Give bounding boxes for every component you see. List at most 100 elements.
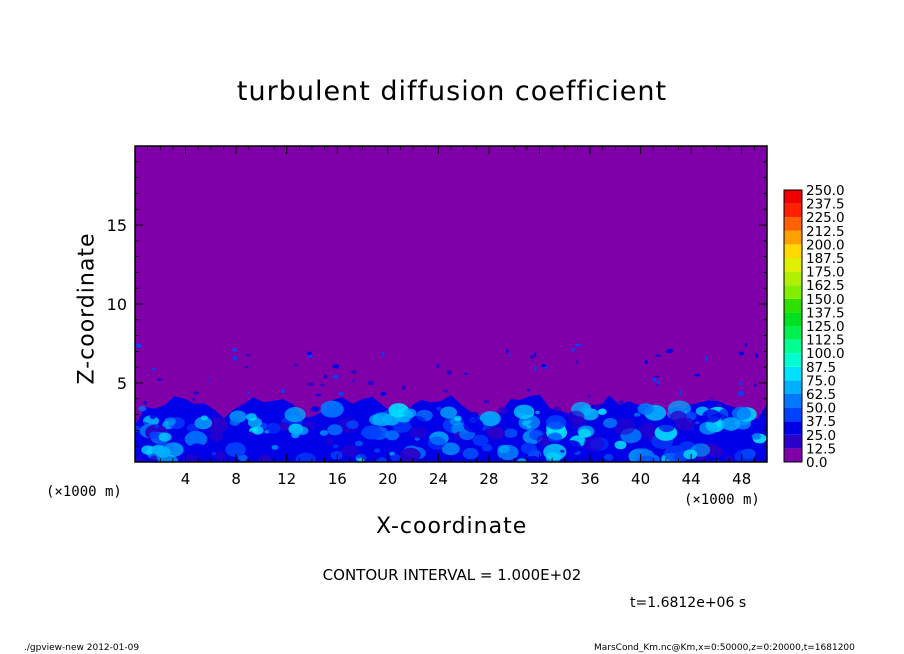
isolated-cell bbox=[281, 389, 285, 394]
turbulent-eddy bbox=[400, 447, 421, 462]
turbulent-eddy bbox=[265, 422, 281, 434]
turbulent-eddy bbox=[374, 448, 381, 453]
isolated-cell bbox=[576, 359, 579, 365]
colorbar-segment bbox=[784, 448, 802, 462]
turbulent-eddy bbox=[545, 415, 567, 430]
turbulent-eddy bbox=[751, 433, 762, 440]
colorbar-segment bbox=[784, 366, 802, 381]
isolated-cell bbox=[367, 380, 375, 386]
turbulent-eddy bbox=[206, 417, 229, 433]
isolated-cell bbox=[653, 375, 661, 378]
turbulent-eddy bbox=[597, 408, 607, 415]
isolated-cell bbox=[442, 389, 449, 393]
turbulent-eddy bbox=[526, 425, 532, 429]
colorbar-segment bbox=[784, 394, 802, 408]
isolated-cell bbox=[320, 383, 325, 387]
turbulent-eddy bbox=[487, 426, 505, 440]
turbulent-eddy bbox=[295, 452, 316, 462]
isolated-cell bbox=[446, 370, 452, 375]
turbulent-eddy bbox=[658, 420, 675, 433]
colorbar-label: 200.0 bbox=[806, 237, 845, 253]
turbulent-eddy bbox=[184, 453, 199, 462]
turbulent-eddy bbox=[664, 445, 688, 462]
turbulent-eddy bbox=[441, 442, 460, 456]
isolated-cell bbox=[644, 360, 648, 365]
isolated-cell bbox=[232, 356, 238, 361]
isolated-cell bbox=[534, 352, 537, 358]
colorbar-label: 137.5 bbox=[806, 305, 845, 321]
turbulent-eddy bbox=[535, 410, 540, 415]
turbulent-eddy bbox=[164, 417, 176, 426]
colorbar-segment bbox=[784, 434, 802, 449]
isolated-cell bbox=[436, 363, 440, 369]
turbulent-eddy bbox=[683, 449, 698, 460]
colorbar-segment bbox=[784, 421, 802, 435]
isolated-cell bbox=[526, 388, 530, 392]
turbulent-eddy bbox=[479, 411, 501, 427]
colorbar-label: 125.0 bbox=[806, 319, 845, 335]
y-axis: 5 10 15 bbox=[107, 161, 767, 447]
colorbar: 0.012.525.037.550.062.575.087.5100.0112.… bbox=[783, 183, 845, 471]
colorbar-label: 150.0 bbox=[806, 292, 845, 308]
colorbar-segment bbox=[784, 190, 802, 204]
turbulent-eddy bbox=[603, 453, 614, 461]
turbulent-eddy bbox=[721, 417, 741, 431]
isolated-cell bbox=[207, 378, 210, 381]
isolated-cell bbox=[738, 351, 744, 356]
turbulent-eddy bbox=[695, 421, 700, 425]
x-tick-label: 40 bbox=[631, 470, 650, 488]
isolated-cell bbox=[705, 356, 709, 362]
isolated-cell bbox=[530, 355, 534, 359]
turbulent-eddy bbox=[291, 432, 300, 439]
x-tick-label: 12 bbox=[277, 470, 296, 488]
turbulent-eddy bbox=[135, 457, 144, 462]
isolated-cell bbox=[307, 382, 314, 387]
colorbar-label: 50.0 bbox=[806, 401, 836, 417]
colorbar-segment bbox=[784, 217, 802, 231]
colorbar-label: 212.5 bbox=[806, 224, 845, 240]
isolated-cell bbox=[294, 363, 299, 367]
colorbar-segment bbox=[784, 326, 802, 340]
isolated-cell bbox=[244, 365, 249, 369]
x-tick-label: 28 bbox=[479, 470, 498, 488]
colorbar-segment bbox=[784, 258, 802, 272]
isolated-cell bbox=[143, 400, 147, 405]
turbulent-eddy bbox=[463, 417, 484, 433]
turbulent-eddy bbox=[513, 404, 535, 420]
isolated-cell bbox=[744, 342, 748, 347]
isolated-cell bbox=[656, 380, 660, 385]
turbulent-eddy bbox=[332, 444, 339, 449]
isolated-cell bbox=[192, 391, 200, 395]
colorbar-segment bbox=[784, 285, 802, 299]
turbulent-eddy bbox=[296, 426, 309, 436]
turbulent-eddy bbox=[354, 453, 363, 459]
isolated-cell bbox=[152, 367, 156, 371]
colorbar-label: 62.5 bbox=[806, 387, 836, 403]
turbulent-eddy bbox=[214, 451, 227, 461]
turbulent-eddy bbox=[141, 445, 155, 455]
colorbar-label: 100.0 bbox=[806, 346, 845, 362]
turbulent-eddy bbox=[583, 436, 605, 452]
x-tick-label: 24 bbox=[429, 470, 448, 488]
turbulent-eddy bbox=[209, 431, 224, 442]
turbulent-eddy bbox=[403, 408, 417, 418]
turbulent-eddy bbox=[149, 431, 161, 440]
turbulent-eddy bbox=[330, 451, 343, 460]
colorbar-segment bbox=[784, 407, 802, 422]
y-tick-label: 5 bbox=[117, 374, 127, 393]
turbulent-eddy bbox=[562, 440, 582, 454]
turbulent-eddy bbox=[462, 447, 479, 460]
turbulent-eddy bbox=[284, 407, 306, 423]
turbulent-eddy bbox=[635, 415, 641, 420]
turbulent-eddy bbox=[229, 418, 240, 426]
colorbar-segment bbox=[784, 271, 802, 286]
turbulent-eddy bbox=[504, 428, 518, 439]
turbulent-eddy bbox=[319, 430, 328, 436]
isolated-cell bbox=[618, 400, 624, 404]
footer-right: MarsCond_Km.nc@Km,x=0:50000,z=0:20000,t=… bbox=[594, 643, 855, 653]
colorbar-segment bbox=[784, 353, 802, 367]
isolated-cell bbox=[506, 348, 509, 353]
turbulent-eddy bbox=[154, 424, 160, 429]
turbulent-eddy bbox=[522, 420, 530, 426]
isolated-cell bbox=[381, 352, 385, 356]
